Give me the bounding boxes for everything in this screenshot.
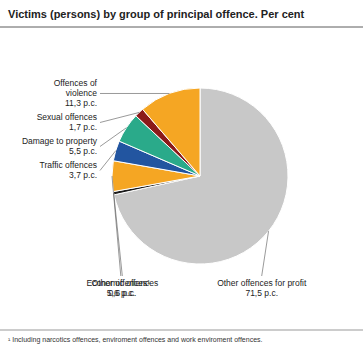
category-label: Traffic offences: [40, 160, 97, 170]
leader-line: [262, 231, 269, 276]
slice-label: Damage to property5,5 p.c.: [22, 136, 98, 156]
leader-line: [112, 176, 121, 276]
leader-line: [100, 128, 126, 147]
leader-lines: [100, 93, 269, 276]
slice-label: Economic offences0,6 p.c.: [86, 278, 158, 298]
data-label: 1,7 p.c.: [69, 122, 97, 132]
footnote: ¹ Including narcotics offences, envirome…: [8, 336, 263, 344]
slice-label: Other offences for profit71,5 p.c.: [217, 278, 307, 298]
data-label: 71,5 p.c.: [245, 288, 278, 298]
leader-line: [100, 112, 139, 122]
leader-line: [100, 151, 116, 171]
title-separator: [0, 27, 363, 28]
footnote-separator: [0, 330, 363, 331]
category-label: Economic offences: [86, 278, 158, 288]
category-label: Sexual offences: [37, 112, 97, 122]
category-label: Damage to property: [22, 136, 98, 146]
chart: Victims (persons) by group of principal …: [0, 0, 363, 352]
slice-label: Sexual offences1,7 p.c.: [37, 112, 97, 132]
title: Victims (persons) by group of principal …: [8, 8, 305, 20]
slice: [143, 88, 200, 176]
data-label: 11,3 p.c.: [65, 98, 97, 108]
data-label: 5,5 p.c.: [69, 146, 97, 156]
category-label: Other offences for profit: [217, 278, 307, 288]
slice-label: Traffic offences3,7 p.c.: [40, 160, 97, 180]
pie: [112, 88, 288, 264]
leader-line: [114, 193, 123, 276]
data-label: 5,6 p.c.: [107, 288, 135, 298]
leader-line: [100, 93, 169, 94]
slice-label: Other offences¹5,6 p.c.: [92, 278, 151, 298]
category-label: Other offences¹: [92, 278, 151, 288]
category-label: Offences ofviolence: [54, 78, 98, 98]
data-label: 3,7 p.c.: [69, 170, 97, 180]
slice-labels: Other offences for profit71,5 p.c. Econom…: [22, 78, 307, 298]
slice-label: Offences ofviolence11,3 p.c.: [54, 78, 98, 108]
